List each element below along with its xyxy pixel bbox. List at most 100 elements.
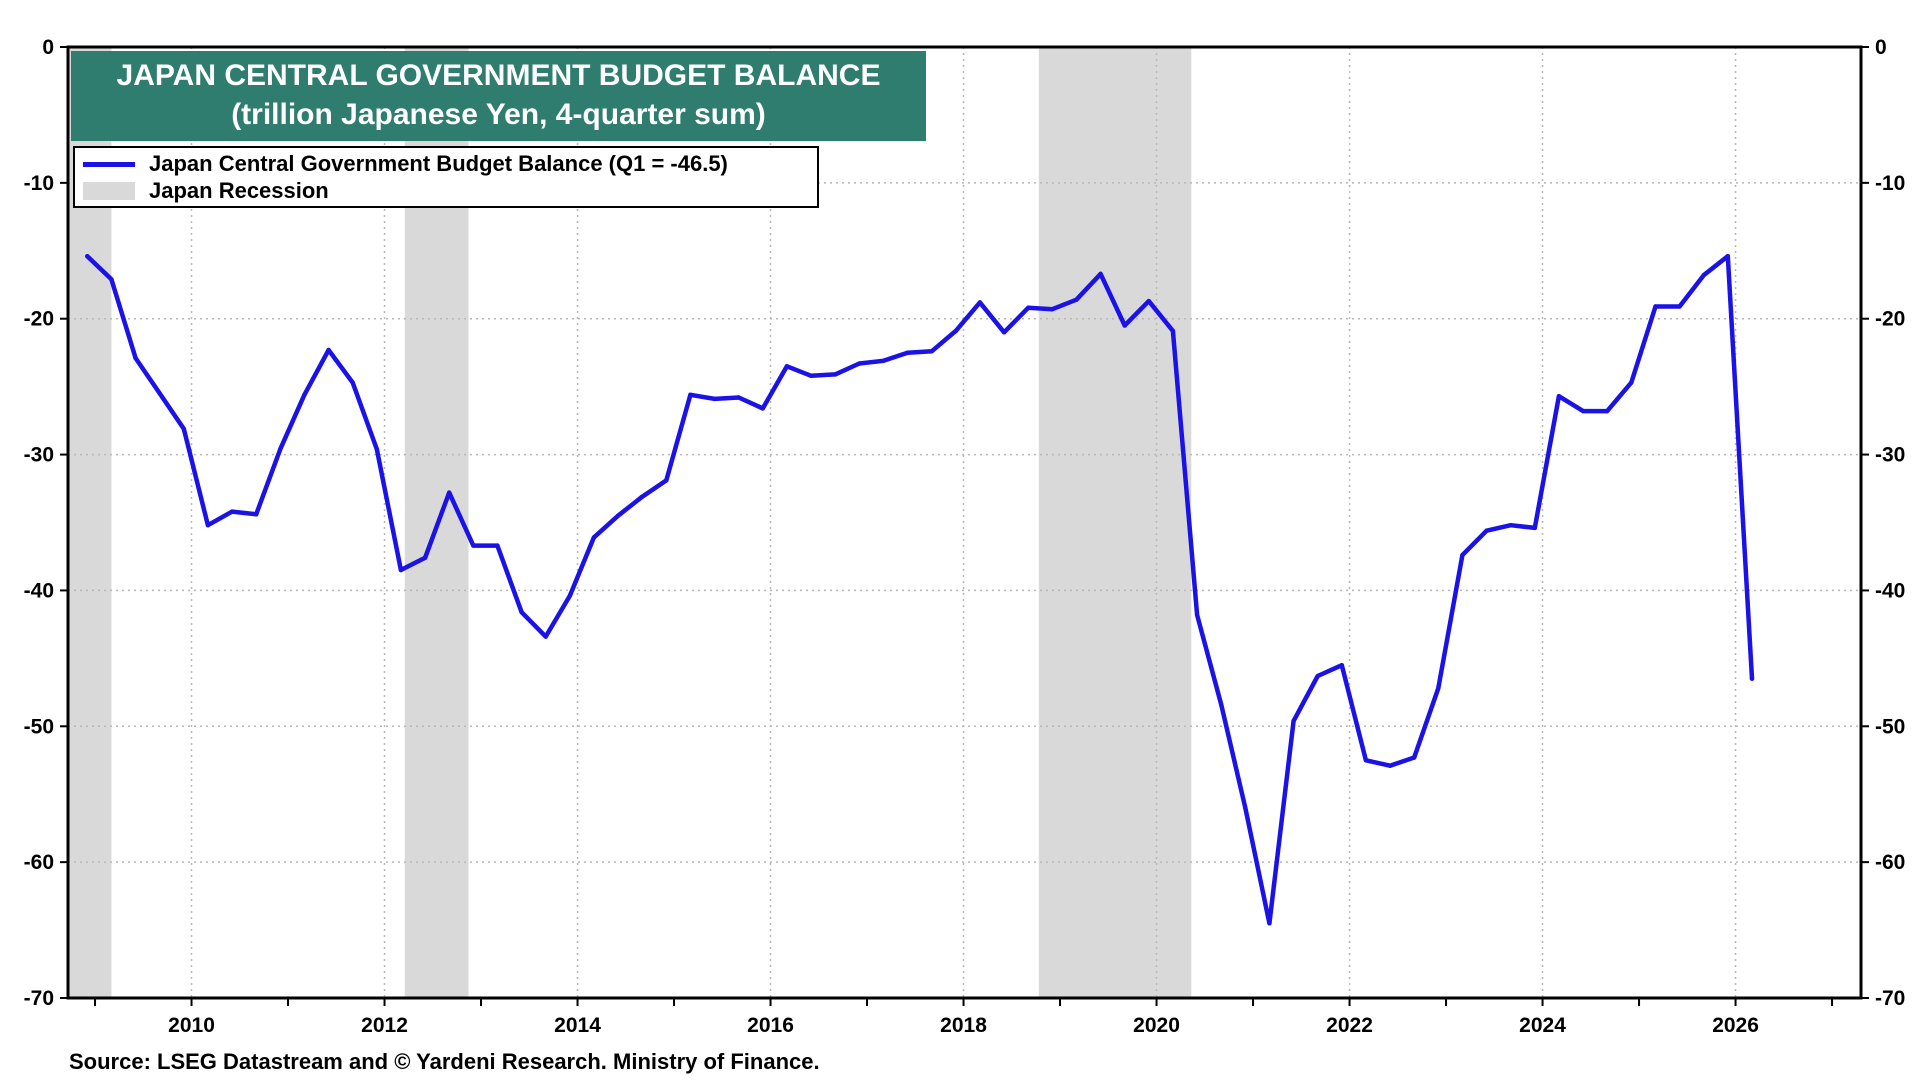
data-point bbox=[639, 494, 645, 499]
data-point bbox=[1146, 298, 1152, 304]
data-point bbox=[1387, 763, 1393, 768]
data-point bbox=[1701, 273, 1706, 278]
x-tick-label: 2018 bbox=[940, 1014, 987, 1037]
y-tick-label-left: -30 bbox=[24, 444, 54, 467]
data-point bbox=[615, 513, 621, 518]
y-tick-label-right: -10 bbox=[1875, 172, 1905, 195]
legend-entry-budget-balance: Japan Central Government Budget Balance … bbox=[83, 151, 728, 177]
legend-area-swatch bbox=[83, 182, 135, 200]
data-point bbox=[591, 535, 597, 540]
data-point bbox=[1725, 254, 1731, 259]
legend-label-budget-balance: Japan Central Government Budget Balance … bbox=[149, 151, 728, 176]
data-point bbox=[1170, 328, 1176, 334]
data-point bbox=[278, 446, 283, 452]
data-point bbox=[664, 478, 669, 483]
data-point bbox=[157, 391, 162, 396]
x-tick-label: 2020 bbox=[1133, 1014, 1180, 1037]
data-point bbox=[471, 543, 476, 548]
y-tick-label-left: -50 bbox=[24, 715, 54, 738]
recession-band bbox=[1038, 47, 1192, 998]
y-tick-label-right: -60 bbox=[1875, 851, 1905, 874]
data-point bbox=[1122, 323, 1127, 328]
data-point bbox=[1580, 408, 1586, 414]
data-point bbox=[1050, 307, 1055, 312]
y-tick-label-right: -30 bbox=[1875, 444, 1905, 467]
data-point bbox=[1194, 612, 1200, 618]
data-point bbox=[929, 349, 934, 354]
data-point bbox=[1629, 380, 1634, 385]
series-layer bbox=[85, 253, 1755, 926]
gridlines bbox=[68, 47, 1861, 998]
legend-line-swatch bbox=[83, 161, 135, 167]
data-point bbox=[398, 567, 404, 573]
y-tick-label-left: -10 bbox=[24, 172, 54, 195]
legend-label-recession: Japan Recession bbox=[149, 178, 329, 203]
data-point bbox=[712, 396, 717, 402]
data-point bbox=[422, 555, 428, 561]
data-point bbox=[808, 373, 814, 378]
y-tick-label-right: -50 bbox=[1875, 715, 1905, 738]
legend-entry-recession: Japan Recession bbox=[83, 178, 329, 204]
data-point bbox=[1532, 525, 1538, 531]
data-point bbox=[133, 355, 138, 361]
data-point bbox=[302, 392, 307, 397]
data-point bbox=[1653, 304, 1658, 309]
data-point bbox=[205, 523, 211, 528]
x-tick-label: 2022 bbox=[1326, 1014, 1373, 1037]
data-point bbox=[832, 372, 838, 377]
chart-title: JAPAN CENTRAL GOVERNMENT BUDGET BALANCE bbox=[116, 59, 881, 92]
data-point bbox=[760, 406, 766, 411]
data-point bbox=[1339, 662, 1345, 668]
series-line-budget-balance bbox=[85, 253, 1755, 926]
y-tick-label-left: -20 bbox=[24, 308, 54, 331]
data-point bbox=[977, 300, 983, 305]
data-point bbox=[1074, 297, 1079, 302]
data-point bbox=[1411, 755, 1417, 760]
data-point bbox=[181, 426, 187, 431]
data-point bbox=[1363, 758, 1369, 763]
data-point bbox=[736, 395, 741, 400]
data-point bbox=[326, 347, 331, 353]
data-point bbox=[1291, 718, 1296, 724]
y-tick-label-right: -70 bbox=[1875, 987, 1905, 1010]
y-tick-label-left: -70 bbox=[24, 987, 54, 1010]
data-point bbox=[1605, 408, 1610, 414]
y-tick-label-left: -40 bbox=[24, 579, 54, 602]
axes: 0 0 -10 -10 -20 -20 -30 -30 -40 -40 -50 -50 -60 -60 -7… bbox=[24, 36, 1906, 1037]
x-tick-label: 2026 bbox=[1712, 1014, 1759, 1037]
data-point bbox=[1508, 523, 1513, 528]
data-point bbox=[350, 380, 355, 385]
data-point bbox=[1218, 702, 1224, 707]
chart-subtitle: (trillion Japanese Yen, 4-quarter sum) bbox=[231, 98, 766, 131]
data-point bbox=[85, 254, 90, 259]
data-point bbox=[905, 350, 910, 355]
x-tick-label: 2016 bbox=[747, 1014, 794, 1037]
data-point bbox=[1025, 305, 1031, 311]
x-tick-label: 2012 bbox=[361, 1014, 408, 1037]
data-point bbox=[1098, 271, 1103, 277]
data-point bbox=[1243, 805, 1248, 810]
data-point bbox=[857, 361, 862, 366]
data-point bbox=[688, 392, 693, 397]
data-point bbox=[374, 446, 380, 452]
data-point bbox=[567, 593, 573, 599]
data-point bbox=[253, 512, 259, 517]
y-tick-label-left: -60 bbox=[24, 851, 54, 874]
data-point bbox=[229, 509, 235, 514]
data-point bbox=[1556, 393, 1562, 399]
y-tick-label-right: -20 bbox=[1875, 308, 1905, 331]
data-point bbox=[1460, 552, 1465, 558]
x-tick-label: 2010 bbox=[168, 1014, 215, 1037]
chart-title-box: JAPAN CENTRAL GOVERNMENT BUDGET BALANCE … bbox=[71, 51, 926, 141]
data-point bbox=[953, 328, 959, 334]
data-point bbox=[881, 358, 886, 364]
y-tick-label-left: 0 bbox=[42, 36, 54, 59]
data-point bbox=[543, 634, 548, 639]
source-note: Source: LSEG Datastream and © Yardeni Re… bbox=[69, 1049, 820, 1074]
y-tick-label-right: -40 bbox=[1875, 579, 1905, 602]
x-tick-label: 2014 bbox=[554, 1014, 601, 1037]
data-point bbox=[1677, 304, 1682, 309]
data-point bbox=[1267, 921, 1272, 926]
data-point bbox=[1749, 676, 1755, 681]
legend: Japan Central Government Budget Balance … bbox=[73, 146, 819, 208]
